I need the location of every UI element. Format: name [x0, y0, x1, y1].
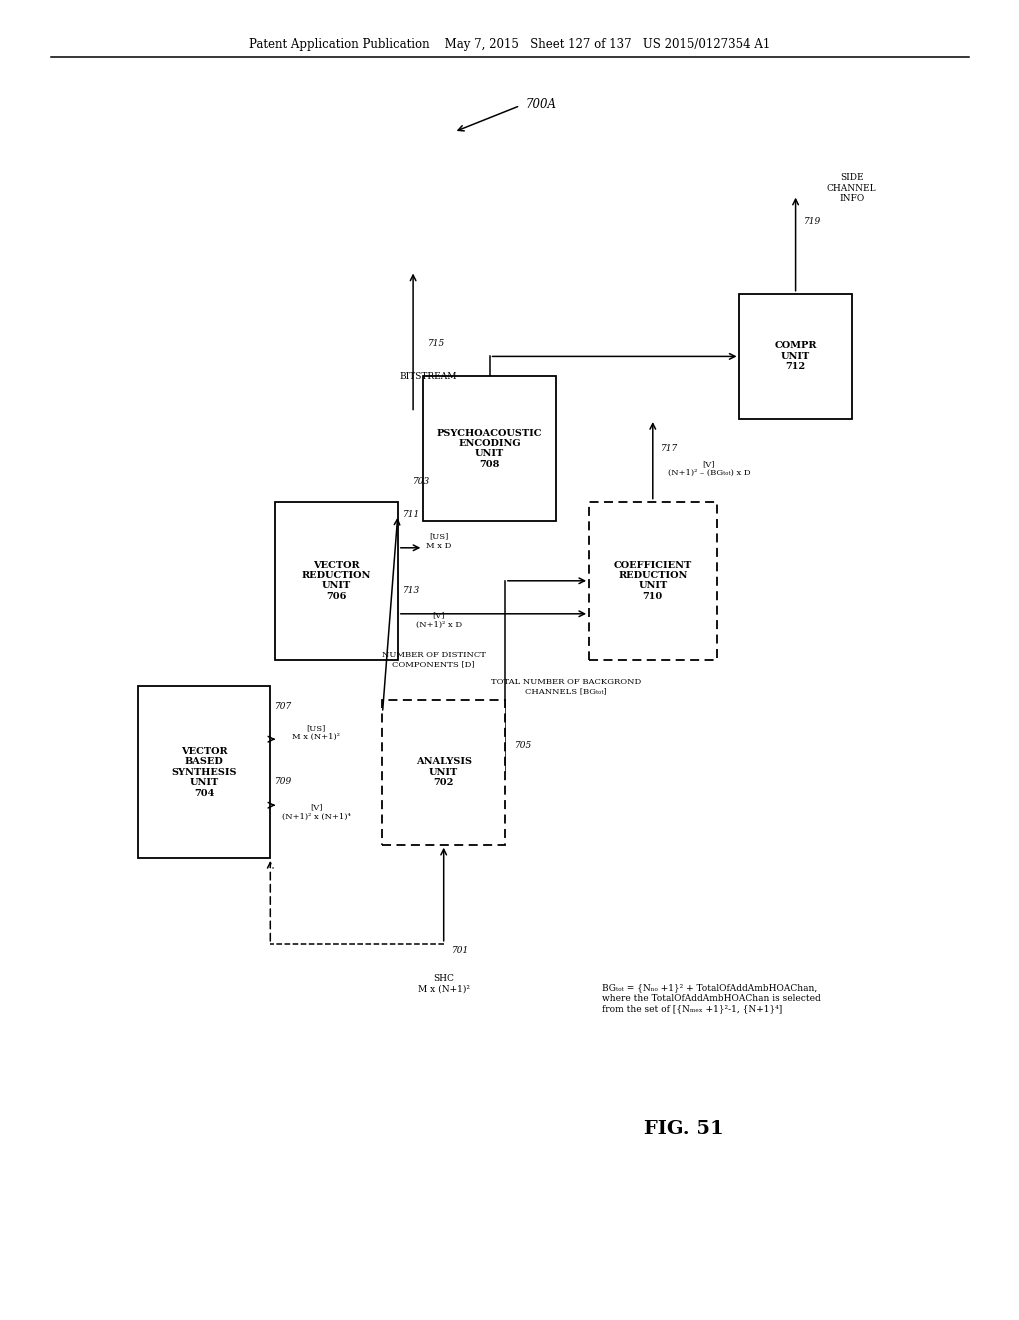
- FancyBboxPatch shape: [275, 502, 397, 660]
- Text: [V]
(N+1)² – (BGₜₒₜ) x D: [V] (N+1)² – (BGₜₒₜ) x D: [666, 459, 750, 478]
- Text: COEFFICIENT
REDUCTION
UNIT
710: COEFFICIENT REDUCTION UNIT 710: [613, 561, 691, 601]
- Text: 717: 717: [660, 445, 678, 453]
- Text: [US]
M x (N+1)²: [US] M x (N+1)²: [291, 723, 340, 742]
- FancyBboxPatch shape: [423, 376, 555, 521]
- Text: 700A: 700A: [525, 98, 555, 111]
- FancyBboxPatch shape: [589, 502, 716, 660]
- Text: PSYCHOACOUSTIC
ENCODING
UNIT
708: PSYCHOACOUSTIC ENCODING UNIT 708: [436, 429, 542, 469]
- Text: Patent Application Publication    May 7, 2015   Sheet 127 of 137   US 2015/01273: Patent Application Publication May 7, 20…: [249, 38, 770, 51]
- Text: BGₜₒₜ = {Nₙₒ +1}² + TotalOfAddAmbHOAChan,
where the TotalOfAddAmbHOAChan is sele: BGₜₒₜ = {Nₙₒ +1}² + TotalOfAddAmbHOAChan…: [601, 983, 819, 1014]
- FancyBboxPatch shape: [382, 700, 504, 845]
- Text: 707: 707: [275, 702, 292, 710]
- Text: TOTAL NUMBER OF BACKGROND
CHANNELS [BGₜₒₜ]: TOTAL NUMBER OF BACKGROND CHANNELS [BGₜₒ…: [490, 677, 641, 696]
- Text: VECTOR
BASED
SYNTHESIS
UNIT
704: VECTOR BASED SYNTHESIS UNIT 704: [171, 747, 236, 797]
- Text: FIG. 51: FIG. 51: [643, 1119, 722, 1138]
- Text: BITSTREAM: BITSTREAM: [399, 372, 457, 380]
- Text: SIDE
CHANNEL
INFO: SIDE CHANNEL INFO: [826, 173, 875, 203]
- Text: COMPR
UNIT
712: COMPR UNIT 712: [773, 342, 816, 371]
- Text: 709: 709: [275, 777, 292, 785]
- Text: VECTOR
REDUCTION
UNIT
706: VECTOR REDUCTION UNIT 706: [302, 561, 371, 601]
- Text: ANALYSIS
UNIT
702: ANALYSIS UNIT 702: [416, 758, 471, 787]
- Text: 711: 711: [403, 511, 420, 519]
- FancyBboxPatch shape: [739, 294, 851, 420]
- Text: 719: 719: [803, 216, 820, 226]
- Text: 705: 705: [515, 742, 532, 750]
- Text: 715: 715: [428, 339, 445, 347]
- Text: SHC
M x (N+1)²: SHC M x (N+1)²: [418, 974, 469, 993]
- Text: NUMBER OF DISTINCT
COMPONENTS [D]: NUMBER OF DISTINCT COMPONENTS [D]: [381, 651, 485, 669]
- Text: 713: 713: [403, 586, 420, 594]
- FancyBboxPatch shape: [138, 686, 270, 858]
- Text: [US]
M x D: [US] M x D: [426, 532, 450, 550]
- Text: [V]
(N+1)² x (N+1)⁴: [V] (N+1)² x (N+1)⁴: [281, 803, 351, 821]
- Text: 701: 701: [451, 946, 469, 954]
- Text: 703: 703: [413, 478, 430, 486]
- Text: [V]
(N+1)² x D: [V] (N+1)² x D: [415, 611, 462, 630]
